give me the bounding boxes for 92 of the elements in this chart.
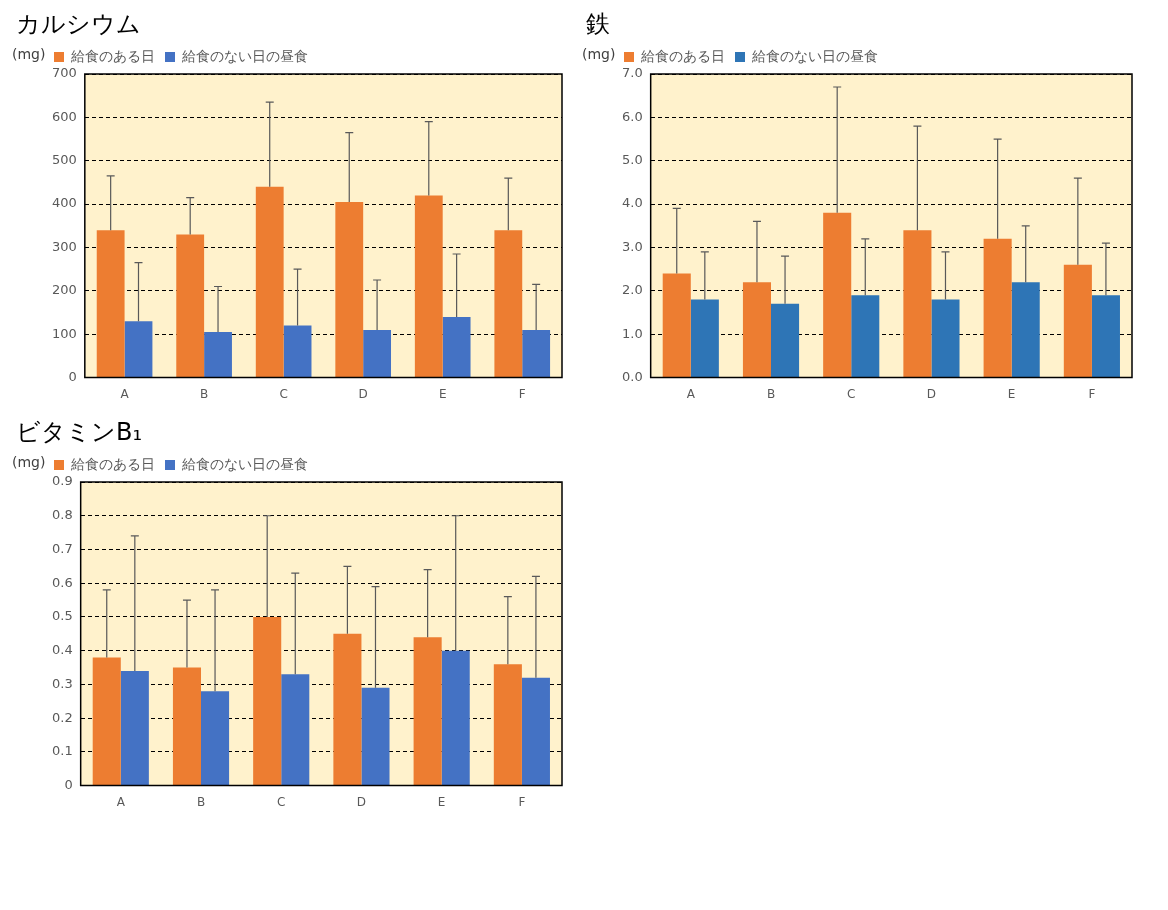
x-tick-label: F	[518, 794, 526, 809]
y-tick-label: 0.5	[51, 608, 73, 624]
x-tick-label: B	[199, 386, 209, 401]
bar	[172, 667, 202, 786]
x-tick-label: F	[518, 386, 526, 401]
y-tick-label: 100	[51, 325, 77, 341]
bar	[96, 230, 125, 378]
y-tick-label: 600	[51, 108, 77, 124]
chart-title: カルシウム	[16, 9, 142, 40]
bar	[851, 295, 880, 378]
legend-label: 給食のない日の昼食	[181, 47, 308, 64]
x-tick-label: C	[277, 794, 286, 809]
bar	[522, 329, 551, 378]
y-tick-label: 0.3	[51, 675, 73, 691]
y-tick-label: 0.2	[51, 709, 73, 725]
x-tick-label: A	[686, 386, 696, 401]
bar	[333, 633, 362, 786]
bar	[281, 674, 310, 786]
legend-label: 給食のない日の昼食	[751, 47, 878, 64]
chart-title: ビタミンB₁	[16, 417, 144, 448]
y-tick-label: 7.0	[621, 65, 643, 81]
x-tick-label: B	[196, 794, 206, 809]
bar	[823, 212, 852, 378]
y-axis-title: (mg)	[12, 453, 46, 470]
y-tick-label: 200	[51, 282, 77, 298]
y-tick-label: 500	[51, 152, 77, 168]
bar	[201, 691, 230, 786]
y-tick-label: 0.1	[51, 743, 73, 759]
y-axis-title: (mg)	[12, 45, 46, 62]
y-tick-label: 300	[51, 238, 77, 254]
bar	[414, 195, 443, 378]
y-tick-label: 700	[51, 65, 77, 81]
bar	[742, 282, 772, 378]
legend-label: 給食のある日	[70, 455, 155, 472]
bar	[124, 321, 153, 378]
y-tick-label: 0.6	[51, 574, 73, 590]
bar	[1063, 264, 1092, 378]
bar	[662, 273, 691, 378]
bar	[494, 230, 523, 378]
y-tick-label: 0	[64, 776, 73, 792]
chart-title: 鉄	[586, 9, 611, 40]
x-tick-label: C	[279, 386, 288, 401]
y-tick-label: 4.0	[621, 195, 643, 211]
x-tick-label: F	[1088, 386, 1096, 401]
y-tick-label: 5.0	[621, 152, 643, 168]
x-tick-label: A	[116, 794, 126, 809]
y-tick-label: 0.7	[51, 540, 73, 556]
bar	[92, 657, 121, 786]
x-tick-label: E	[438, 386, 447, 401]
y-tick-label: 0	[68, 368, 77, 384]
bar	[690, 299, 719, 378]
y-tick-label: 0.8	[51, 507, 73, 523]
legend-label: 給食のある日	[70, 47, 155, 64]
y-tick-label: 2.0	[621, 282, 643, 298]
bar	[903, 230, 932, 378]
legend-label: 給食のない日の昼食	[181, 455, 308, 472]
y-tick-label: 3.0	[621, 238, 643, 254]
x-tick-label: D	[356, 794, 367, 809]
y-tick-label: 0.9	[51, 473, 73, 489]
bar	[771, 303, 800, 378]
bar	[931, 299, 960, 378]
x-tick-label: B	[766, 386, 776, 401]
bar	[493, 664, 522, 786]
x-tick-label: A	[120, 386, 130, 401]
bar	[363, 329, 392, 378]
x-tick-label: D	[358, 386, 368, 401]
bar	[335, 201, 364, 378]
bar	[442, 316, 471, 378]
x-tick-label: E	[437, 794, 446, 809]
bar	[361, 687, 390, 786]
y-tick-label: 400	[51, 195, 77, 211]
bar	[1091, 295, 1120, 378]
bar	[413, 637, 442, 786]
bar	[120, 670, 149, 786]
bar	[255, 186, 284, 378]
y-tick-label: 0.4	[51, 642, 73, 658]
legend-label: 給食のある日	[640, 47, 725, 64]
x-tick-label: C	[847, 386, 856, 401]
bar	[1011, 282, 1040, 378]
bar	[253, 616, 282, 786]
bar	[521, 677, 550, 786]
bar	[283, 325, 312, 378]
x-tick-label: D	[926, 386, 937, 401]
bar	[204, 332, 232, 378]
bar	[176, 234, 205, 378]
bar	[441, 650, 470, 786]
x-tick-label: E	[1007, 386, 1016, 401]
y-tick-label: 6.0	[621, 108, 643, 124]
y-tick-label: 0.0	[621, 368, 643, 384]
y-axis-title: (mg)	[582, 45, 616, 62]
y-tick-label: 1.0	[621, 325, 643, 341]
bar	[983, 238, 1012, 378]
